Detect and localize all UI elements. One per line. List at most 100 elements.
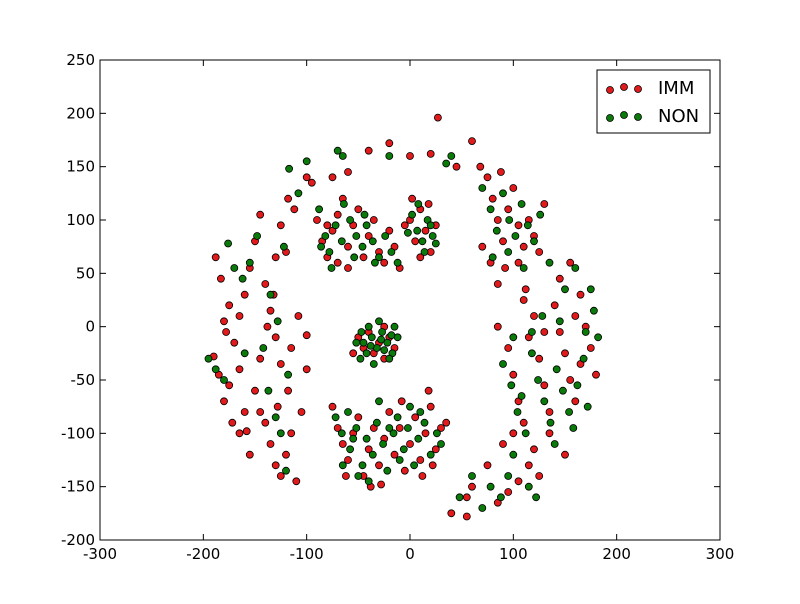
point-imm: [550, 301, 559, 310]
point-imm: [375, 461, 383, 470]
point-non: [418, 237, 427, 246]
legend-dot: [606, 114, 614, 122]
point-non: [428, 232, 437, 240]
y-tick-label: 0: [85, 318, 95, 336]
point-imm: [216, 274, 225, 283]
point-imm: [276, 221, 285, 230]
point-non: [377, 335, 386, 344]
point-non: [375, 253, 383, 262]
point-non: [253, 232, 262, 240]
point-imm: [256, 408, 265, 416]
x-axis: -300 -200 -100 0 100 200 300: [83, 60, 734, 563]
point-non: [204, 354, 213, 363]
point-non: [478, 184, 487, 192]
point-non: [364, 477, 373, 486]
point-non: [583, 402, 592, 411]
point-imm: [333, 424, 342, 432]
point-non: [375, 397, 383, 406]
point-imm: [462, 493, 471, 502]
point-non: [403, 424, 412, 432]
point-imm: [240, 290, 249, 299]
point-imm: [266, 306, 275, 315]
point-imm: [566, 258, 575, 267]
point-non: [327, 264, 336, 272]
point-imm: [418, 472, 427, 480]
point-non: [350, 253, 359, 262]
point-imm: [302, 173, 311, 182]
point-non: [230, 264, 239, 272]
point-imm: [521, 285, 530, 294]
legend-dot: [620, 83, 628, 91]
point-non: [426, 450, 435, 459]
point-non: [385, 424, 394, 432]
point-non: [315, 205, 324, 214]
point-non: [346, 216, 355, 224]
point-imm: [496, 168, 505, 176]
point-imm: [421, 429, 430, 438]
point-imm: [424, 200, 433, 208]
y-tick-label: 50: [76, 264, 95, 282]
point-non: [271, 413, 280, 422]
point-non: [528, 328, 536, 336]
point-non: [413, 226, 422, 235]
point-non: [524, 482, 533, 491]
point-imm: [294, 312, 303, 320]
point-non: [333, 146, 342, 155]
point-non: [590, 306, 598, 315]
point-imm: [530, 312, 538, 320]
y-tick-label: -200: [61, 531, 95, 549]
point-imm: [390, 450, 399, 459]
point-non: [380, 346, 389, 355]
legend-label-non: NON: [658, 106, 699, 127]
point-imm: [211, 253, 220, 262]
point-non: [338, 152, 347, 160]
point-non: [552, 365, 561, 374]
point-non: [509, 450, 518, 459]
point-imm: [433, 113, 442, 122]
point-non: [390, 322, 399, 331]
point-imm: [566, 376, 575, 384]
point-imm: [302, 365, 311, 374]
point-imm: [344, 264, 352, 272]
point-non: [486, 482, 495, 491]
point-non: [414, 434, 423, 443]
x-tick-label: 0: [405, 545, 415, 563]
point-imm: [284, 386, 293, 395]
point-imm: [228, 418, 237, 427]
point-non: [245, 258, 254, 267]
point-non: [352, 424, 361, 432]
point-imm: [230, 338, 239, 347]
y-tick-label: -150: [61, 478, 95, 496]
point-non: [406, 402, 414, 411]
point-imm: [256, 210, 265, 219]
point-non: [431, 239, 440, 248]
point-non: [395, 456, 404, 464]
point-imm: [561, 349, 569, 358]
point-non: [511, 232, 520, 240]
point-imm: [431, 445, 440, 454]
point-non: [339, 200, 348, 208]
point-imm: [576, 290, 585, 299]
point-imm: [266, 440, 275, 448]
point-non: [346, 445, 355, 454]
point-non: [362, 221, 371, 230]
point-non: [545, 258, 554, 267]
point-non: [302, 157, 311, 166]
point-non: [220, 376, 228, 384]
point-imm: [514, 221, 523, 230]
point-imm: [504, 488, 513, 496]
point-imm: [225, 301, 234, 310]
point-non: [375, 317, 383, 326]
point-non: [379, 440, 388, 448]
y-tick-label: -50: [71, 371, 96, 389]
point-imm: [540, 328, 549, 336]
legend: IMM NON: [596, 69, 711, 134]
point-non: [579, 354, 588, 363]
point-imm: [411, 237, 420, 246]
point-non: [352, 338, 361, 347]
x-tick-label: 200: [602, 545, 631, 563]
point-imm: [369, 216, 378, 224]
point-imm: [524, 461, 533, 470]
point-non: [517, 200, 526, 208]
point-non: [468, 472, 476, 480]
